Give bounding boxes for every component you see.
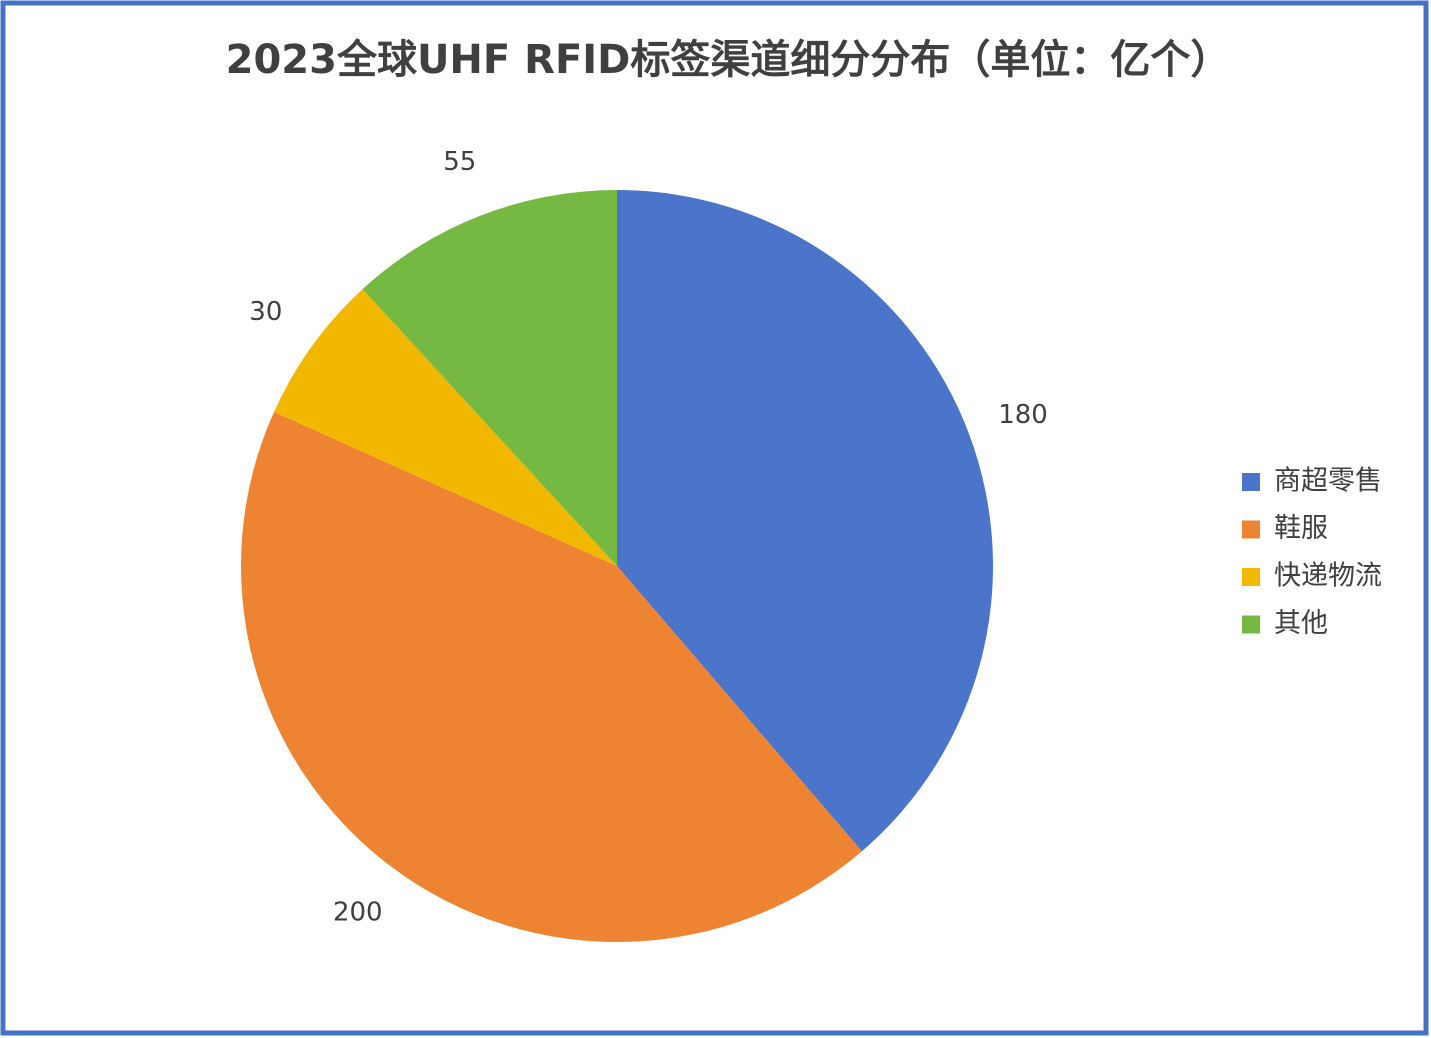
legend-swatch [1242,520,1260,539]
data-label: 180 [998,400,1048,430]
pie-slice [241,411,862,942]
pie-slice [362,190,617,566]
pie-slice [274,289,617,566]
data-label: 55 [443,147,476,177]
legend-swatch [1242,473,1260,491]
legend-label: 商超零售 [1274,466,1382,497]
legend-label: 快递物流 [1274,561,1382,592]
data-label: 30 [249,297,282,327]
legend-swatch [1242,568,1260,586]
legend-swatch [1242,615,1260,634]
pie-slice [617,190,994,852]
legend-label: 其他 [1274,608,1328,639]
data-label: 200 [333,897,383,927]
chart-title: 2023全球UHF RFID标签渠道细分分布（单位：亿个） [226,37,1231,83]
legend-label: 鞋服 [1274,513,1328,544]
